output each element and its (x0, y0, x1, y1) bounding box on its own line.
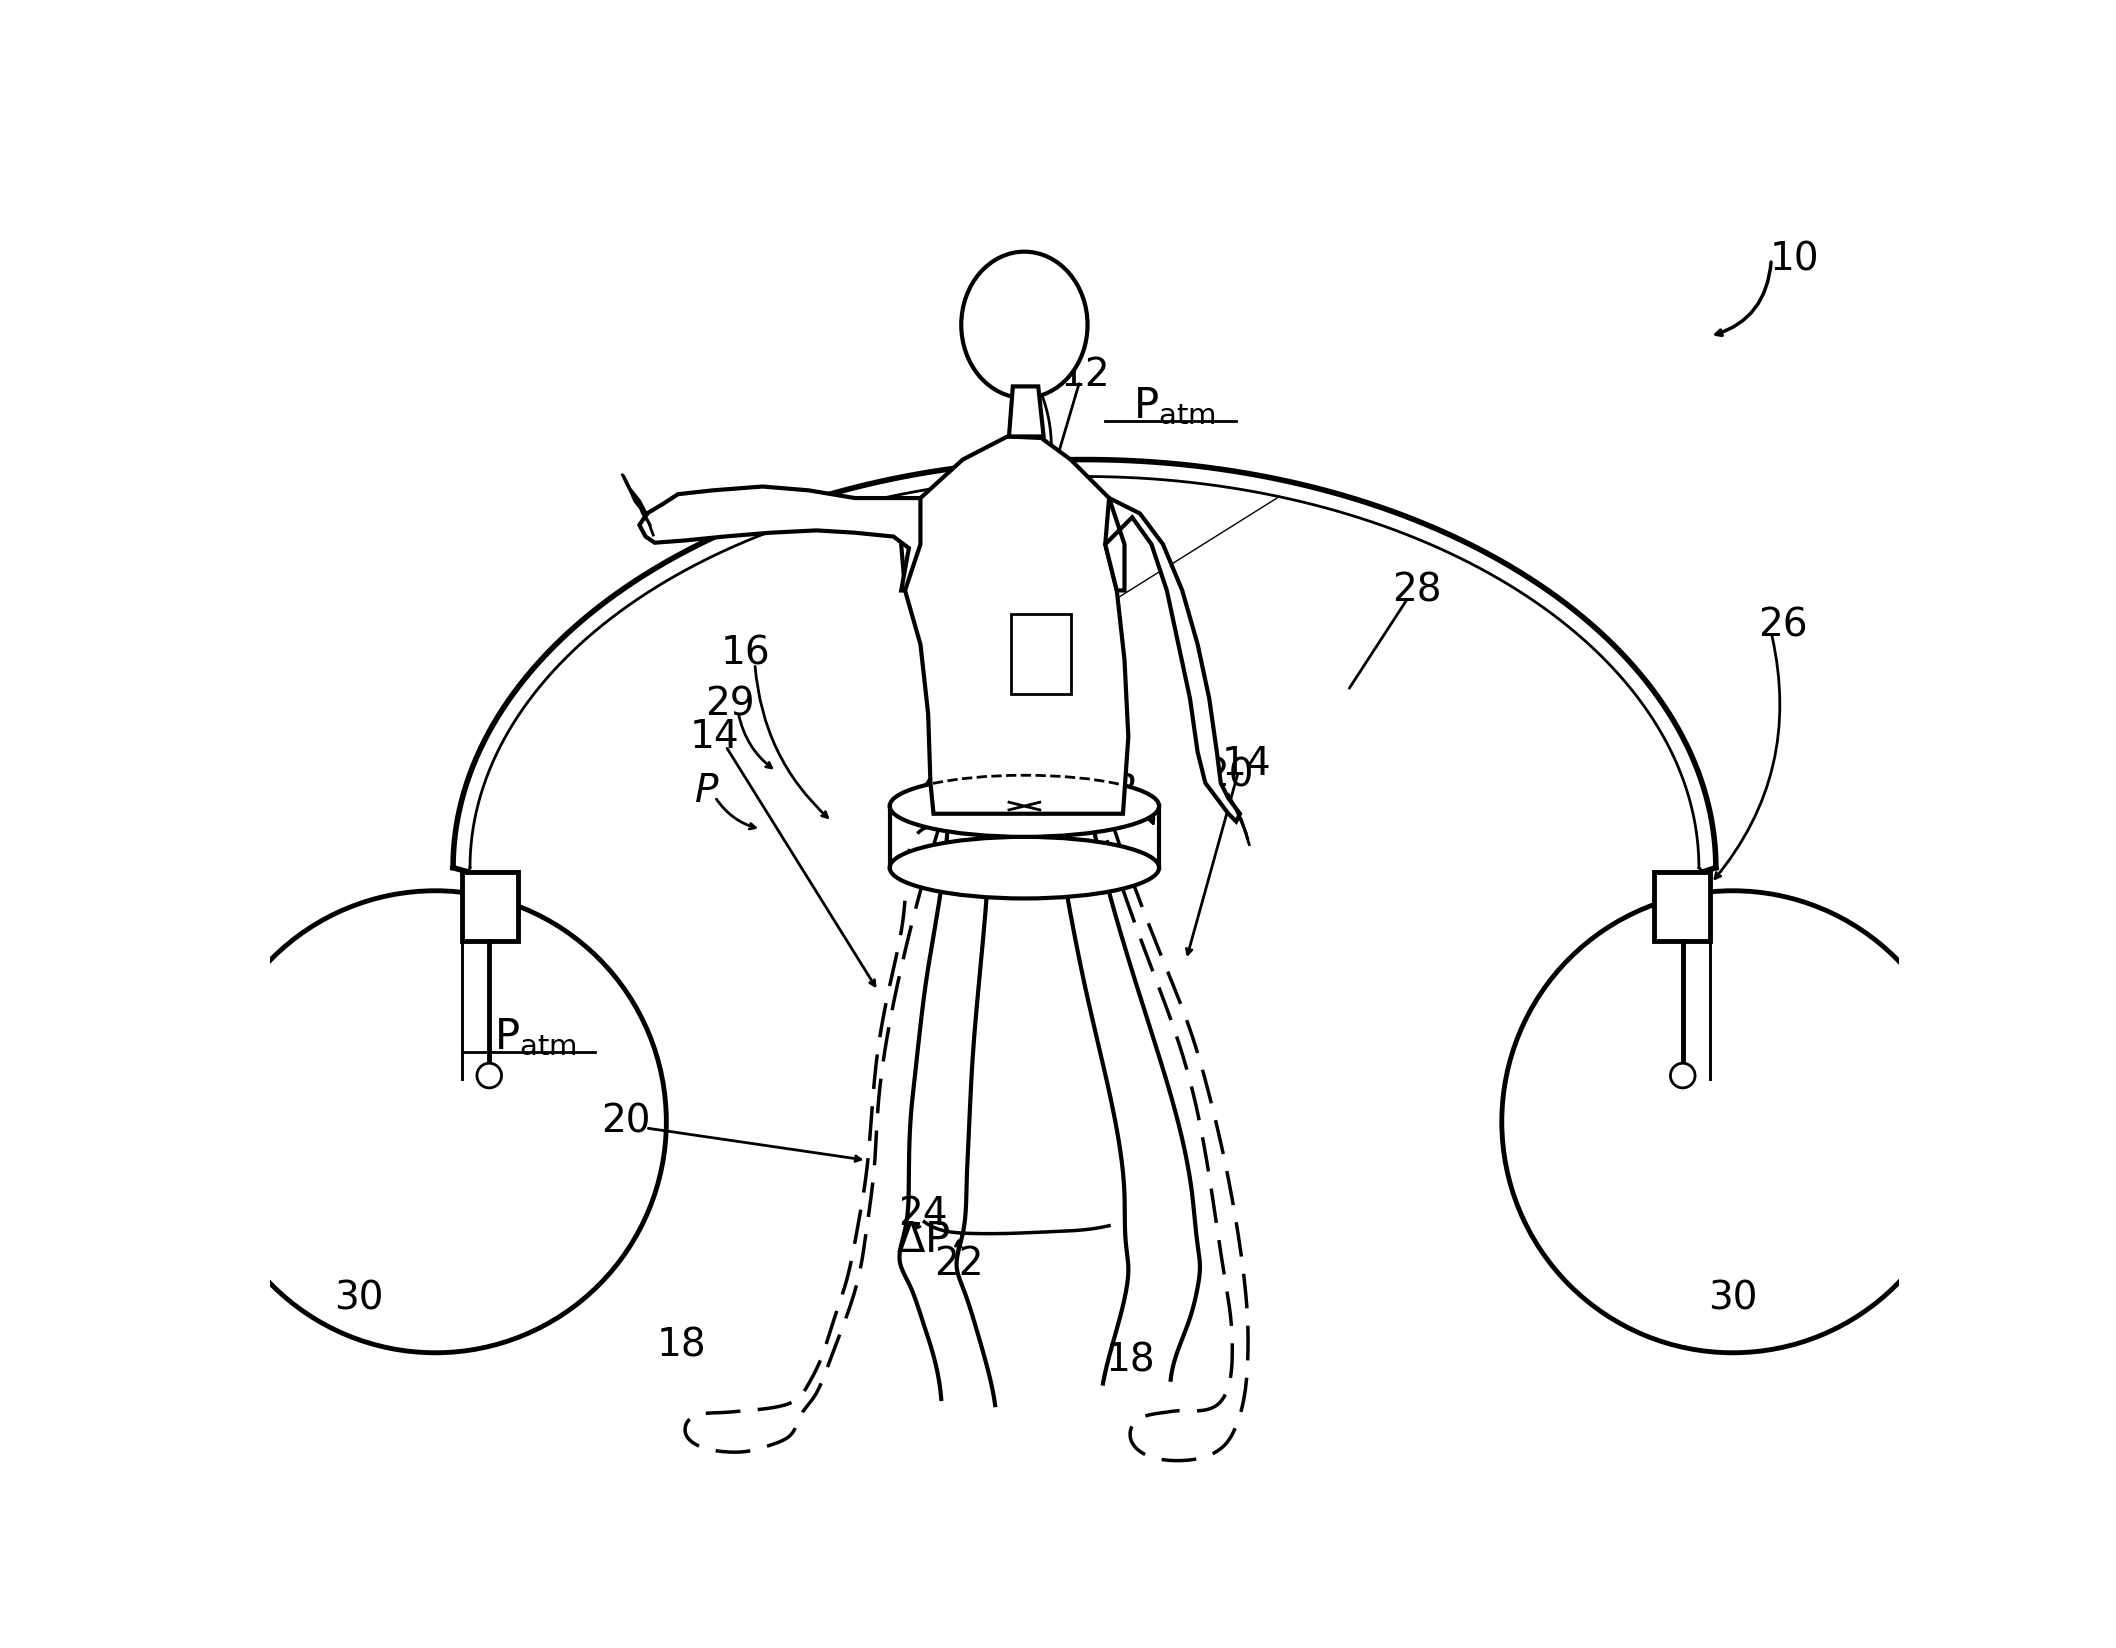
Text: $\mathrm{P_{atm}}$: $\mathrm{P_{atm}}$ (493, 1017, 578, 1058)
Text: $\mathrm{P_{atm}}$: $\mathrm{P_{atm}}$ (1134, 384, 1217, 427)
Text: 30: 30 (334, 1280, 383, 1318)
Ellipse shape (889, 837, 1160, 898)
Text: 29: 29 (1022, 524, 1073, 562)
Ellipse shape (889, 775, 1160, 837)
Text: 28: 28 (1392, 572, 1441, 610)
Text: 30: 30 (1708, 1280, 1758, 1318)
Text: $\Delta$P: $\Delta$P (895, 1218, 950, 1261)
Bar (461, 872, 518, 941)
Text: 14: 14 (1221, 745, 1272, 783)
Text: 10: 10 (1769, 241, 1820, 279)
Text: 14: 14 (690, 719, 741, 756)
Polygon shape (1105, 498, 1240, 821)
Bar (1011, 613, 1071, 694)
Text: 20: 20 (1204, 756, 1253, 794)
Polygon shape (901, 437, 1128, 814)
Text: 18: 18 (1107, 1341, 1155, 1379)
Text: 24: 24 (897, 1195, 948, 1233)
Bar (1655, 872, 1710, 941)
Ellipse shape (961, 252, 1088, 397)
Circle shape (476, 1063, 501, 1088)
Text: 40: 40 (914, 776, 965, 814)
Polygon shape (1009, 386, 1043, 437)
Circle shape (1670, 1063, 1695, 1088)
Text: 29: 29 (705, 686, 755, 723)
Text: 26: 26 (1758, 606, 1807, 644)
Text: 12: 12 (1062, 356, 1111, 394)
Text: 16: 16 (722, 634, 770, 672)
Polygon shape (639, 486, 920, 590)
Text: 22: 22 (933, 1246, 984, 1284)
Text: 20: 20 (601, 1103, 650, 1140)
Text: 18: 18 (656, 1327, 707, 1365)
Text: P: P (696, 771, 719, 809)
Text: P: P (1111, 771, 1134, 809)
